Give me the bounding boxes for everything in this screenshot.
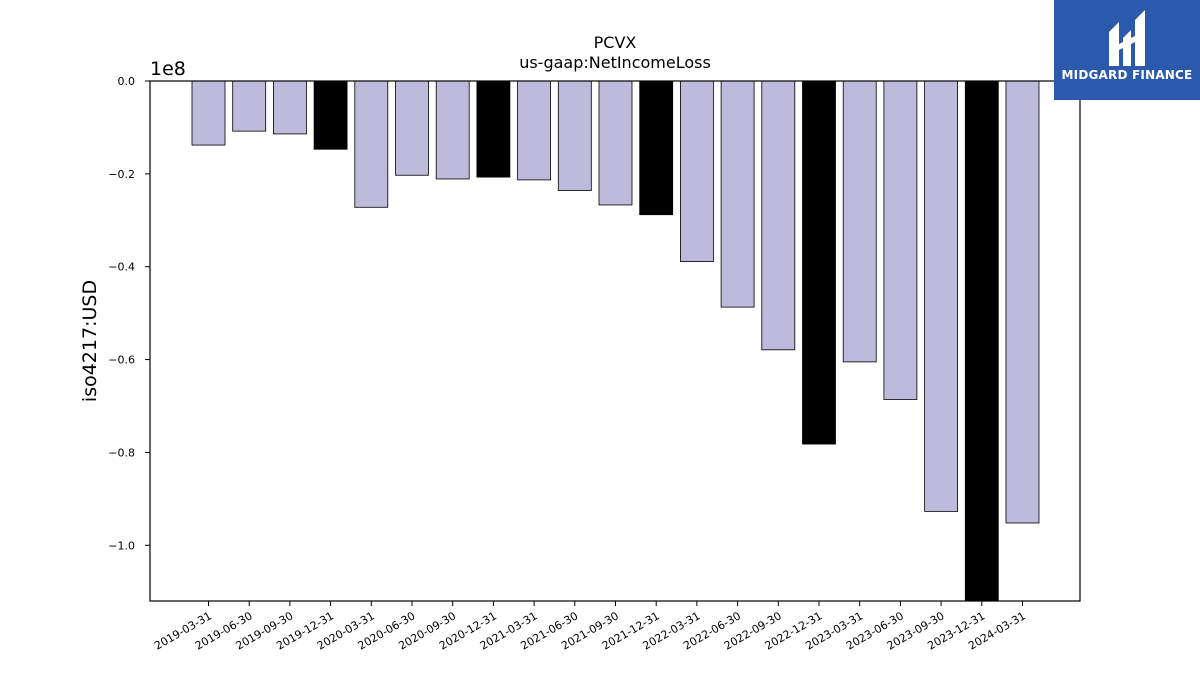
bar-2019-09-30 xyxy=(272,80,307,135)
bar-2024-03-31 xyxy=(1005,80,1040,524)
chart-title: PCVX xyxy=(594,33,637,52)
bar-2022-09-30 xyxy=(761,80,796,351)
x-ticks-group: 2019-03-312019-06-302019-09-302019-12-31… xyxy=(152,601,1028,653)
brand-logo: MIDGARD FINANCE xyxy=(1054,0,1200,100)
bar-2019-03-31 xyxy=(191,80,226,146)
bar-2020-09-30 xyxy=(435,80,470,180)
bar-2021-09-30 xyxy=(598,80,633,206)
bar-2022-06-30 xyxy=(720,80,755,308)
y-ticks-group: 0.0 −0.2 −0.4 −0.6 −0.8 −1.0 xyxy=(108,75,150,552)
y-axis-label: iso4217:USD xyxy=(79,280,101,402)
bar-2022-03-31 xyxy=(680,80,714,263)
bar-2019-06-30 xyxy=(232,80,267,132)
bar-2019-12-31 xyxy=(313,80,348,150)
bar-2023-09-30 xyxy=(924,80,958,512)
bar-2021-12-31 xyxy=(639,80,674,216)
y-offset-text: 1e8 xyxy=(150,58,186,80)
bar-2022-12-31 xyxy=(802,80,836,445)
bar-2021-06-30 xyxy=(557,80,592,191)
y-tick-label: −1.0 xyxy=(108,539,135,552)
bar-2023-12-31 xyxy=(964,80,999,602)
bar-2020-03-31 xyxy=(354,80,389,208)
y-tick-label: −0.4 xyxy=(108,261,135,274)
logo-mark-icon xyxy=(1109,10,1145,66)
plot-frame xyxy=(149,80,1081,602)
y-tick-label: −0.8 xyxy=(108,446,135,459)
bar-2020-06-30 xyxy=(395,80,429,176)
bars-group xyxy=(191,80,1040,602)
bar-2023-03-31 xyxy=(842,80,877,363)
bar-2023-06-30 xyxy=(883,80,918,400)
bar-2021-03-31 xyxy=(517,80,551,181)
y-tick-label: −0.6 xyxy=(108,354,135,367)
chart-subtitle: us-gaap:NetIncomeLoss xyxy=(519,53,711,72)
y-tick-label: −0.2 xyxy=(108,168,135,181)
logo-text: MIDGARD FINANCE xyxy=(1061,68,1193,82)
y-tick-label: 0.0 xyxy=(118,75,136,88)
bar-2020-12-31 xyxy=(476,80,511,178)
